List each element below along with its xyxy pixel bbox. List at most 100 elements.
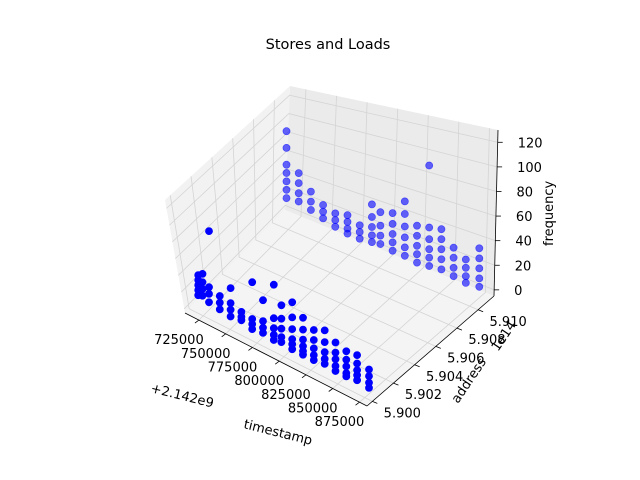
y-tick-label: 5.908 — [468, 333, 505, 348]
data-point — [461, 278, 470, 287]
z-tick-label: 40 — [515, 235, 532, 250]
data-point — [215, 292, 224, 300]
data-point — [288, 313, 297, 322]
data-point — [367, 223, 376, 231]
data-point — [306, 206, 315, 214]
grid-lines — [166, 89, 498, 403]
data-point — [413, 241, 421, 250]
data-point — [282, 177, 291, 186]
data-point — [215, 305, 224, 314]
y-grid-line — [272, 100, 479, 311]
data-point — [343, 211, 352, 220]
y-axis-line — [366, 295, 495, 407]
y-tick-label: 5.902 — [405, 388, 442, 403]
data-point — [461, 263, 470, 272]
y-tick-mark — [393, 382, 399, 386]
data-point — [343, 217, 352, 226]
y-tick-label: 5.906 — [447, 351, 484, 366]
data-point — [413, 221, 421, 230]
z-grid-line — [178, 168, 496, 276]
y-tick-label: 5.904 — [426, 370, 463, 385]
data-point — [343, 224, 352, 233]
x-tick-mark — [194, 319, 200, 324]
data-point — [400, 251, 409, 260]
data-points — [194, 127, 484, 392]
z-tick-label: 20 — [515, 259, 532, 274]
data-point — [365, 372, 373, 380]
y-grid-line — [232, 138, 436, 347]
data-point — [388, 238, 397, 247]
data-point — [367, 231, 376, 240]
data-point — [331, 355, 340, 364]
data-point — [437, 255, 446, 264]
data-point — [437, 225, 446, 234]
data-point — [461, 255, 470, 264]
y-tick-mark — [456, 327, 463, 331]
data-point — [449, 243, 458, 252]
data-point — [400, 197, 409, 206]
data-point — [342, 362, 351, 371]
data-point — [425, 245, 434, 254]
data-point — [388, 230, 397, 238]
data-point — [259, 317, 267, 325]
data-point — [376, 221, 385, 230]
x-tick-mark — [328, 388, 333, 392]
data-point — [331, 362, 340, 370]
data-point — [205, 227, 213, 235]
y-grid-line — [211, 157, 415, 366]
data-point — [288, 298, 297, 307]
data-point — [449, 263, 458, 272]
data-point — [331, 338, 340, 347]
z-axis-line — [493, 129, 499, 297]
axis-lines — [184, 129, 499, 407]
x-tick-mark — [301, 374, 307, 379]
data-point — [355, 234, 364, 243]
left-pane — [165, 86, 290, 313]
data-point — [269, 330, 278, 339]
data-point — [331, 222, 340, 231]
data-point — [288, 325, 297, 333]
y-grid-line — [169, 195, 373, 402]
data-point — [319, 207, 327, 216]
data-point — [475, 274, 484, 283]
data-point — [425, 262, 434, 270]
data-point — [376, 231, 385, 240]
x-tick-mark — [248, 347, 253, 351]
y-tick-mark — [435, 346, 441, 349]
data-point — [413, 231, 421, 240]
data-point — [437, 265, 446, 274]
data-point — [282, 194, 291, 202]
data-point — [475, 244, 484, 253]
y-grid-line — [190, 176, 394, 384]
data-point — [353, 359, 361, 368]
data-point — [198, 269, 207, 278]
data-point — [388, 219, 397, 228]
data-point — [198, 285, 207, 293]
data-point — [299, 325, 307, 334]
data-point — [309, 336, 318, 344]
y-tick-mark — [372, 401, 378, 404]
data-point — [353, 366, 361, 375]
tick-labels: 7250007500007750008000008250008500008750… — [154, 136, 542, 430]
data-point — [226, 299, 235, 307]
data-point — [282, 160, 291, 169]
data-point — [365, 378, 373, 387]
floor-pane — [185, 210, 494, 406]
data-point — [306, 197, 315, 206]
x-tick-label: 775000 — [208, 360, 258, 375]
chart-title: Stores and Loads — [266, 37, 391, 53]
data-point — [342, 369, 351, 377]
data-point — [282, 143, 291, 152]
z-axis-label: frequency — [542, 180, 557, 246]
data-point — [277, 314, 286, 323]
x-tick-label: 750000 — [181, 347, 231, 362]
data-point — [299, 342, 307, 351]
data-point — [425, 223, 434, 232]
axis-panes — [165, 86, 498, 406]
data-point — [320, 326, 329, 335]
data-point — [259, 323, 267, 332]
data-point — [309, 351, 318, 359]
data-point — [342, 347, 351, 356]
data-point — [294, 179, 303, 187]
